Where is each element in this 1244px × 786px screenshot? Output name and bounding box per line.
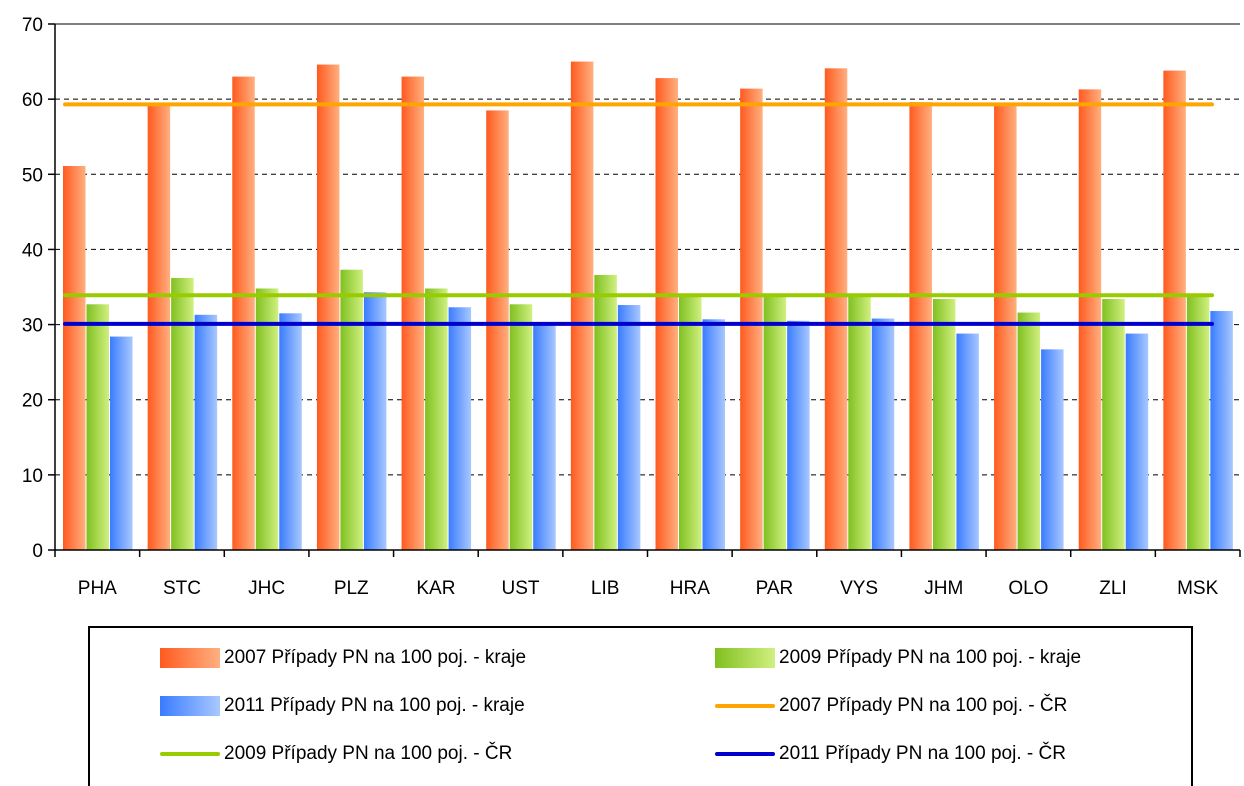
bar-2011-pha bbox=[110, 336, 133, 550]
legend-label-2009-cr: 2009 Případy PN na 100 poj. - ČR bbox=[224, 743, 513, 764]
x-tick-label: JHM bbox=[924, 578, 963, 599]
bar-2009-jhm bbox=[932, 299, 956, 550]
bar-2007-msk bbox=[1163, 70, 1186, 551]
x-tick-label: STC bbox=[163, 578, 201, 599]
reference-lines bbox=[63, 102, 1214, 326]
legend-swatch-2011-cr bbox=[715, 752, 775, 756]
legend-swatch-2009-kraje bbox=[715, 648, 775, 668]
legend-swatch-2009-cr bbox=[160, 752, 220, 756]
x-tick-label: HRA bbox=[670, 578, 710, 599]
bar-2009-vys bbox=[848, 296, 871, 550]
bars bbox=[63, 61, 1233, 551]
bar-2011-plz bbox=[363, 292, 387, 550]
x-tick-label: VYS bbox=[840, 578, 878, 599]
bar-2007-hra bbox=[655, 78, 678, 551]
bar-2009-zli bbox=[1102, 299, 1125, 550]
bar-2009-kar bbox=[425, 288, 448, 550]
x-tick-label: PAR bbox=[756, 578, 794, 599]
y-tick-label: 70 bbox=[22, 15, 43, 36]
bar-2007-jhc bbox=[232, 76, 255, 550]
legend-label-2007-kraje: 2007 Případy PN na 100 poj. - kraje bbox=[224, 647, 527, 668]
y-tick-label: 60 bbox=[22, 90, 43, 111]
legend-item-2011-kraje: 2011 Případy PN na 100 poj. - kraje bbox=[160, 691, 525, 721]
x-tick-label: PLZ bbox=[334, 578, 369, 599]
legend-swatch-2007-cr bbox=[715, 704, 775, 708]
bar-2007-ust bbox=[486, 110, 509, 551]
x-tick-label: OLO bbox=[1008, 578, 1048, 599]
x-tick-label: KAR bbox=[416, 578, 455, 599]
bar-2011-par bbox=[787, 320, 810, 550]
x-tick-label: JHC bbox=[248, 578, 285, 599]
bar-2009-msk bbox=[1186, 296, 1210, 550]
bar-2007-olo bbox=[994, 104, 1017, 550]
bar-2009-plz bbox=[340, 269, 363, 550]
legend: 2007 Případy PN na 100 poj. - kraje 2009… bbox=[88, 626, 1193, 786]
bar-2009-lib bbox=[594, 274, 617, 550]
bar-2009-hra bbox=[679, 294, 702, 550]
x-tick-label: PHA bbox=[78, 578, 117, 599]
y-tick-label: 20 bbox=[22, 391, 43, 412]
y-tick-label: 0 bbox=[32, 541, 43, 562]
bar-2007-kar bbox=[401, 76, 425, 550]
legend-label-2011-cr: 2011 Případy PN na 100 poj. - ČR bbox=[779, 743, 1066, 764]
bar-2007-vys bbox=[824, 68, 848, 550]
bar-2007-jhm bbox=[909, 102, 932, 551]
bar-2009-olo bbox=[1017, 312, 1041, 550]
x-tick-label: LIB bbox=[591, 578, 620, 599]
axes: 0 10 20 30 40 50 60 70 PHA STC JHC PLZ KAR UST LIB HRA P… bbox=[22, 15, 1241, 599]
legend-label-2007-cr: 2007 Případy PN na 100 poj. - ČR bbox=[779, 695, 1068, 716]
bar-2011-kar bbox=[448, 307, 472, 550]
bar-2011-msk bbox=[1210, 311, 1233, 550]
bar-2011-ust bbox=[533, 323, 556, 550]
bar-2011-olo bbox=[1041, 349, 1064, 550]
bar-2009-pha bbox=[86, 304, 109, 550]
bar-2011-hra bbox=[702, 319, 725, 550]
legend-label-2009-kraje: 2009 Případy PN na 100 poj. - kraje bbox=[779, 647, 1082, 668]
bar-2009-par bbox=[763, 296, 787, 550]
x-tick-label: UST bbox=[502, 578, 540, 599]
legend-swatch-2011-kraje bbox=[160, 696, 220, 716]
y-tick-label: 50 bbox=[22, 165, 43, 186]
bar-2011-jhc bbox=[279, 313, 302, 550]
legend-item-2007-kraje: 2007 Případy PN na 100 poj. - kraje bbox=[160, 643, 526, 673]
legend-item-2007-cr: 2007 Případy PN na 100 poj. - ČR bbox=[715, 691, 1067, 721]
bar-2011-lib bbox=[617, 305, 641, 550]
bar-2011-jhm bbox=[956, 333, 979, 550]
bar-2007-pha bbox=[63, 166, 86, 550]
legend-label-2011-kraje: 2011 Případy PN na 100 poj. - kraje bbox=[224, 695, 525, 716]
bar-2007-zli bbox=[1078, 89, 1102, 551]
y-tick-label: 30 bbox=[22, 316, 43, 337]
bar-2007-plz bbox=[316, 64, 340, 550]
bar-2011-vys bbox=[871, 318, 895, 550]
x-tick-label: ZLI bbox=[1099, 578, 1126, 599]
bar-2011-stc bbox=[194, 314, 218, 550]
legend-item-2009-kraje: 2009 Případy PN na 100 poj. - kraje bbox=[715, 643, 1081, 673]
bar-2011-zli bbox=[1125, 333, 1149, 550]
bar-2009-jhc bbox=[255, 288, 279, 550]
legend-swatch-2007-kraje bbox=[160, 648, 220, 668]
bar-2009-stc bbox=[171, 277, 194, 550]
legend-item-2009-cr: 2009 Případy PN na 100 poj. - ČR bbox=[160, 739, 512, 769]
legend-item-2011-cr: 2011 Případy PN na 100 poj. - ČR bbox=[715, 739, 1066, 769]
gridlines bbox=[55, 23, 1240, 476]
bar-2009-ust bbox=[509, 304, 533, 550]
bar-2007-par bbox=[740, 88, 763, 550]
x-tick-label: MSK bbox=[1177, 578, 1219, 599]
y-tick-label: 40 bbox=[22, 240, 43, 261]
bar-2007-stc bbox=[147, 103, 171, 550]
y-tick-label: 10 bbox=[22, 466, 43, 487]
bar-2007-lib bbox=[570, 61, 594, 550]
